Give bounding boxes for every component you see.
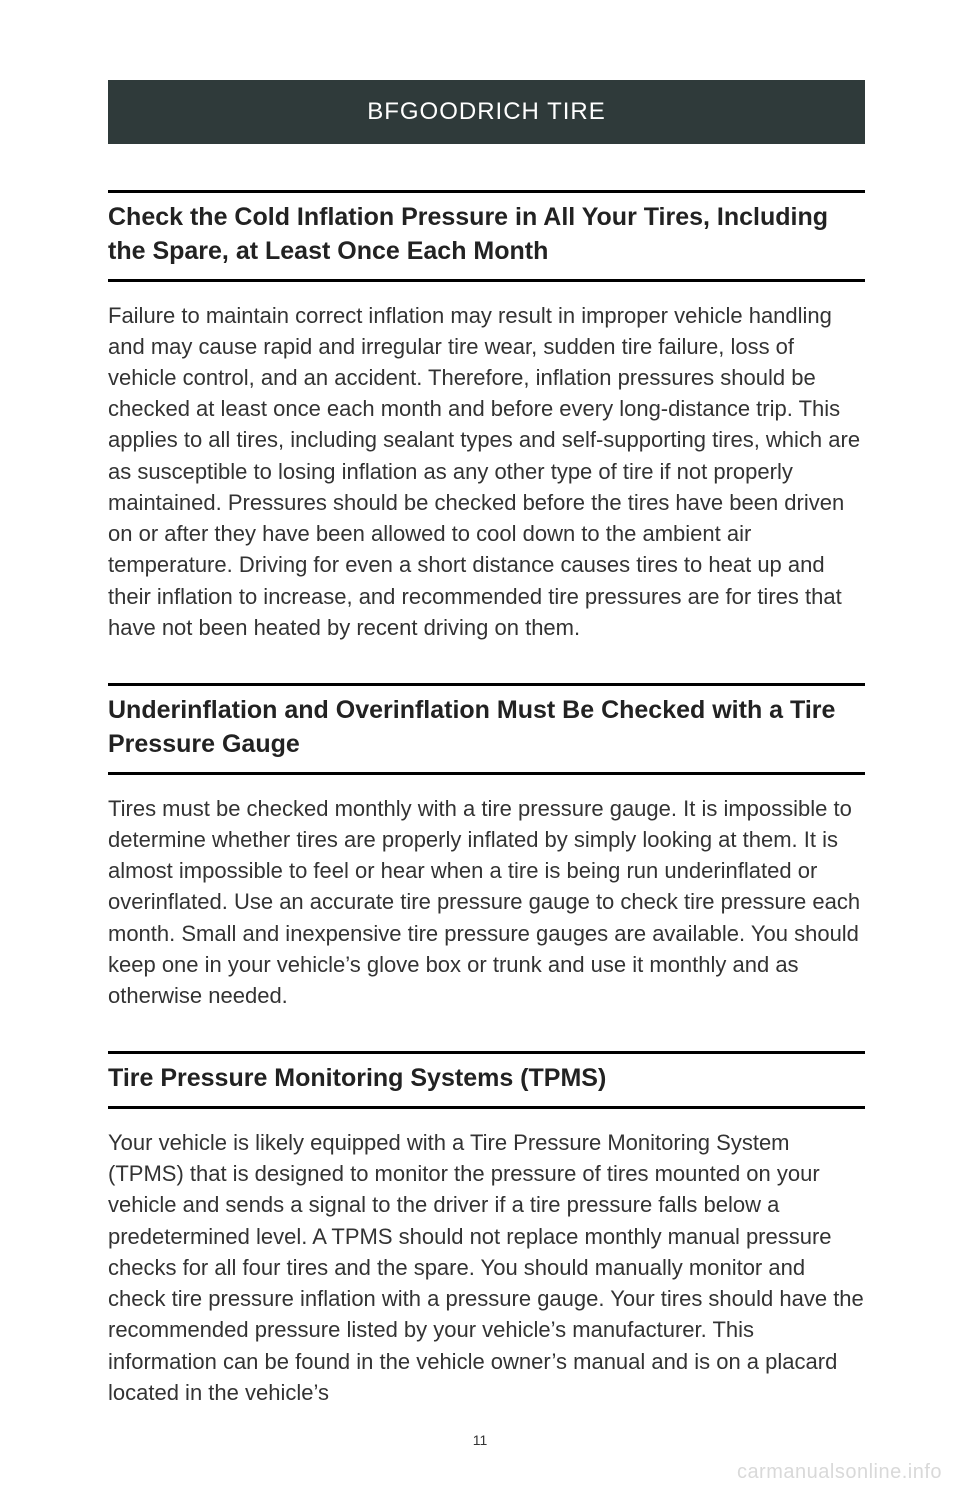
section-body-2: Tires must be checked monthly with a tir… <box>108 793 865 1012</box>
watermark-text: carmanualsonline.info <box>737 1461 942 1484</box>
section-heading-2: Underinflation and Overinflation Must Be… <box>108 683 865 775</box>
section-heading-3: Tire Pressure Monitoring Systems (TPMS) <box>108 1051 865 1109</box>
section-heading-1: Check the Cold Inflation Pressure in All… <box>108 190 865 282</box>
page-number: 11 <box>0 1432 960 1448</box>
section-body-1: Failure to maintain correct inflation ma… <box>108 300 865 644</box>
section-body-3: Your vehicle is likely equipped with a T… <box>108 1127 865 1408</box>
page-header-title: BFGOODRICH TIRE <box>367 98 606 125</box>
page-container: BFGOODRICH TIRE Check the Cold Inflation… <box>0 0 960 1508</box>
page-header-bar: BFGOODRICH TIRE <box>108 80 865 144</box>
